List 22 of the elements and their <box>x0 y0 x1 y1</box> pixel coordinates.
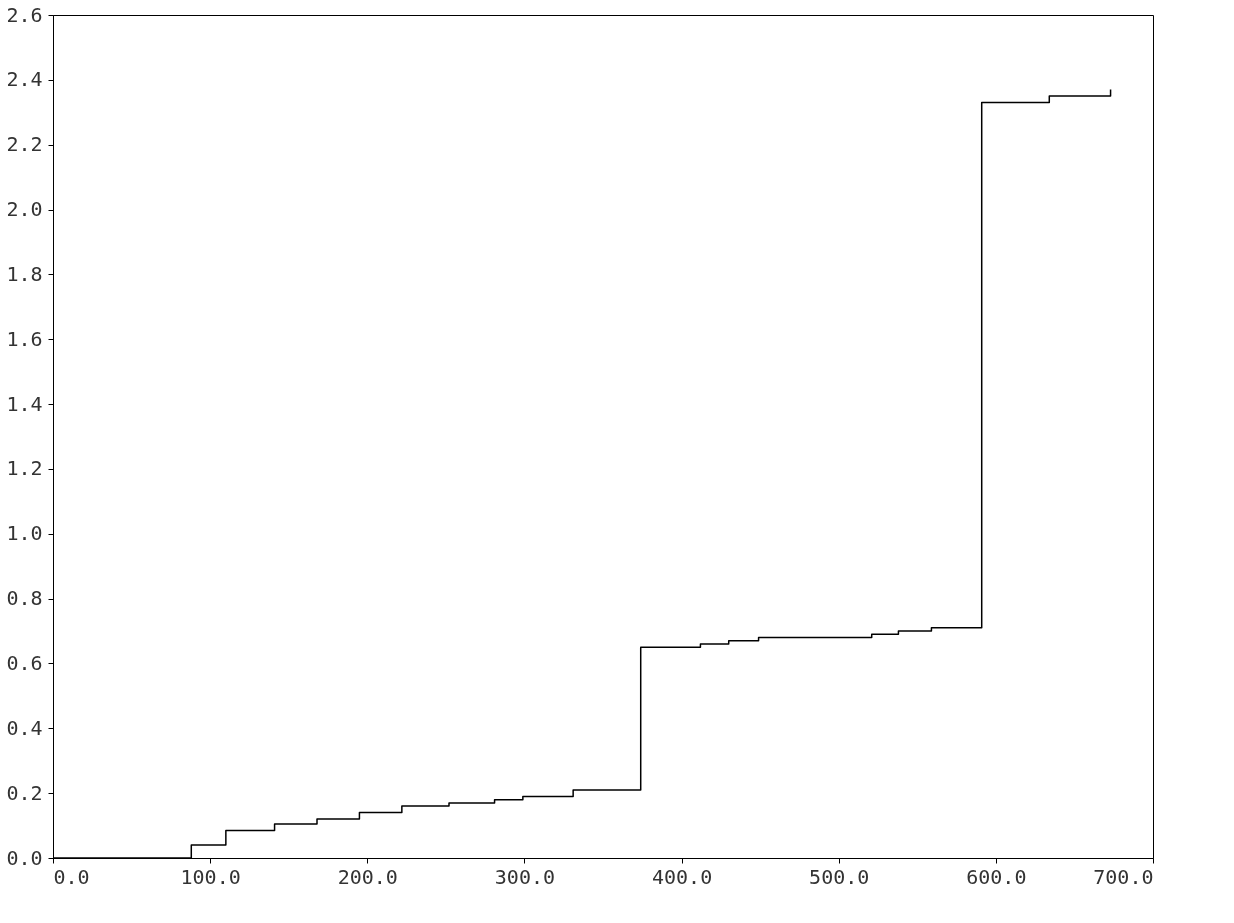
y-tick-label: 2.2 <box>6 132 43 157</box>
y-tick-label: 0.6 <box>6 650 43 675</box>
x-tick-label: 100.0 <box>180 864 241 889</box>
x-tick-label: 500.0 <box>809 864 870 889</box>
y-tick-label: 0.0 <box>6 845 43 870</box>
x-tick-label: 200.0 <box>337 864 398 889</box>
y-tick-label: 0.2 <box>6 780 43 805</box>
x-tick-label: 300.0 <box>494 864 556 889</box>
x-tick-label: 700.0 <box>1093 864 1154 889</box>
y-tick-label: 1.8 <box>6 261 43 286</box>
y-tick-label: 2.0 <box>6 197 43 222</box>
y-tick-label: 1.2 <box>6 456 43 481</box>
y-tick-label: 2.6 <box>6 2 43 27</box>
y-tick-label: 1.4 <box>6 391 43 416</box>
x-tick-label: 400.0 <box>651 864 713 889</box>
y-tick-label: 1.6 <box>6 326 43 351</box>
x-tick-label: 0.0 <box>53 864 90 889</box>
x-tick-label: 600.0 <box>966 864 1027 889</box>
y-tick-label: 0.8 <box>6 586 43 611</box>
y-tick-label: 1.0 <box>6 521 43 546</box>
y-tick-label: 2.4 <box>6 67 43 92</box>
y-tick-label: 0.4 <box>6 715 43 740</box>
